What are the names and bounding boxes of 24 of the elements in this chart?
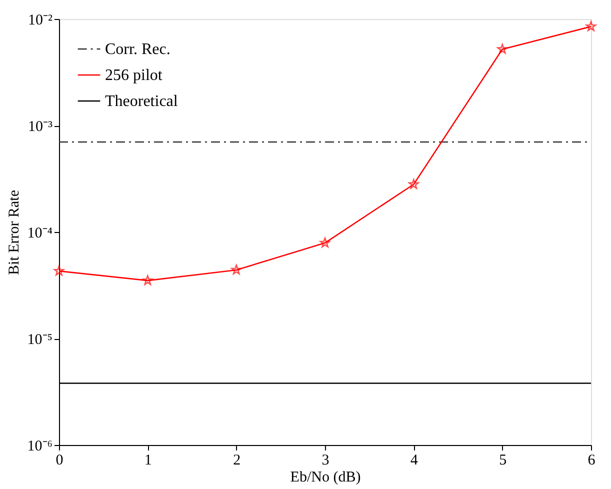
- y-tick-label: 10⁻⁵: [27, 332, 52, 348]
- y-tick-label: 10⁻⁶: [27, 438, 52, 454]
- x-tick-label: 2: [233, 452, 241, 468]
- x-tick-label: 6: [588, 452, 596, 468]
- point: [408, 178, 419, 189]
- x-axis-title: Eb/No (dB): [290, 470, 361, 486]
- y-tick-label: 10⁻³: [28, 119, 53, 135]
- x-tick-label: 5: [499, 452, 507, 468]
- y-tick-label: 10⁻²: [28, 12, 53, 28]
- point: [54, 266, 64, 276]
- point: [231, 264, 242, 274]
- legend-label: 256 pilot: [105, 67, 163, 84]
- point: [586, 21, 596, 32]
- legend-label: Corr. Rec.: [105, 41, 170, 58]
- x-tick-label: 1: [144, 452, 152, 468]
- y-axis-title: Bit Error Rate: [6, 190, 22, 275]
- x-tick-label: 3: [322, 452, 330, 468]
- point: [142, 275, 153, 286]
- x-tick-label: 4: [410, 452, 418, 468]
- y-tick-label: 10⁻⁴: [27, 226, 52, 242]
- legend-label: Theoretical: [105, 93, 178, 110]
- point: [497, 44, 508, 54]
- x-tick-label: 0: [56, 452, 64, 468]
- point: [320, 238, 330, 248]
